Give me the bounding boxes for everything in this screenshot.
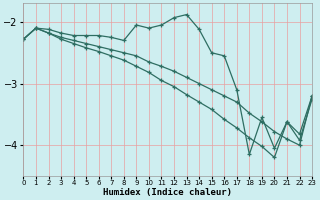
X-axis label: Humidex (Indice chaleur): Humidex (Indice chaleur)	[103, 188, 232, 197]
